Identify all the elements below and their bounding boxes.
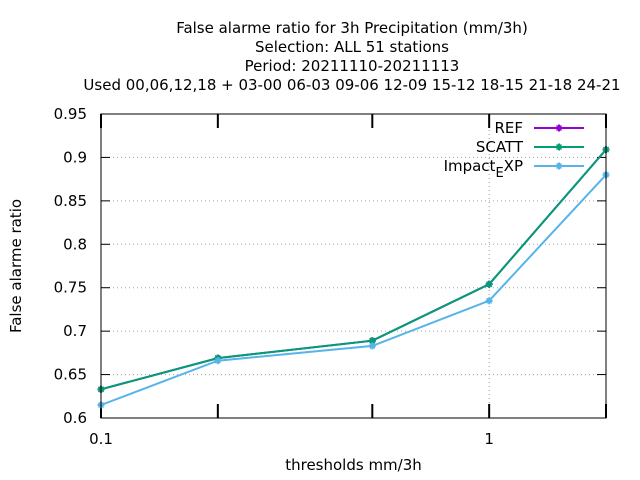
legend-marker [555, 124, 563, 132]
y-tick-label: 0.65 [54, 366, 87, 384]
title-line: Period: 20211110-20211113 [245, 57, 460, 75]
legend-label: ImpactEXP [444, 157, 523, 181]
x-tick-label: 0.1 [89, 430, 113, 448]
chart-title: False alarme ratio for 3h Precipitation … [83, 19, 620, 94]
y-tick-label: 0.7 [63, 322, 87, 340]
plot-frame [100, 113, 607, 419]
data-point [368, 337, 376, 345]
legend-item: ImpactEXP [444, 157, 584, 181]
legend-item: REF [494, 119, 584, 137]
grid [101, 114, 606, 418]
data-point [214, 357, 222, 365]
y-axis-label: False alarme ratio [7, 199, 25, 333]
legend-marker [555, 162, 563, 170]
data-point [485, 297, 493, 305]
y-tick-label: 0.75 [54, 279, 87, 297]
legend-label: SCATT [476, 138, 524, 156]
y-tick-label: 0.6 [63, 409, 87, 427]
y-tick-label: 0.9 [63, 148, 87, 166]
series-line-scatt [100, 148, 607, 391]
y-tick-label: 0.8 [63, 235, 87, 253]
y-tick-label: 0.85 [54, 192, 87, 210]
series-group [97, 146, 610, 409]
y-tick-label: 0.95 [54, 105, 87, 123]
legend-marker [555, 143, 563, 151]
data-point [368, 342, 376, 350]
legend-item: SCATT [476, 138, 584, 156]
x-tick-label: 1 [484, 430, 494, 448]
series-line-ref [100, 148, 607, 391]
title-line: Selection: ALL 51 stations [255, 38, 449, 56]
legend-label: REF [494, 119, 523, 137]
series-line-impact-exp [100, 174, 607, 406]
x-axis-label: thresholds mm/3h [285, 456, 422, 474]
data-point [485, 280, 493, 288]
title-line: False alarme ratio for 3h Precipitation … [176, 19, 528, 37]
axis-ticks: 0.6 0.65 0.7 0.75 0.8 0.85 0.9 0.95 0.1 1 [54, 105, 607, 448]
title-line: Used 00,06,12,18 + 03-00 06-03 09-06 12-… [83, 76, 620, 94]
